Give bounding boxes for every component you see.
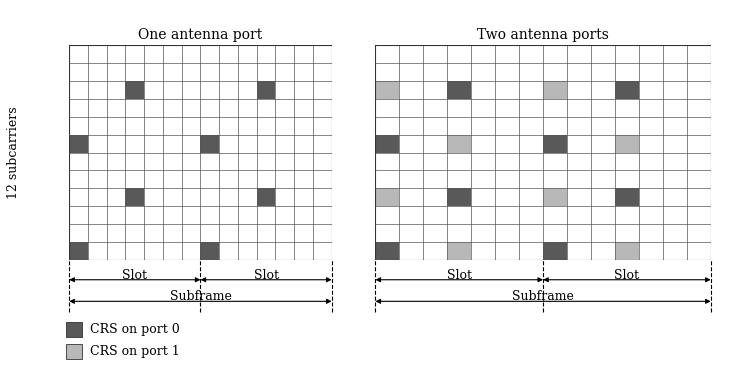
Bar bbox=[375, 189, 399, 206]
Bar bbox=[543, 81, 567, 99]
Bar bbox=[615, 135, 639, 153]
Bar bbox=[69, 135, 88, 153]
Bar bbox=[615, 189, 639, 206]
Bar bbox=[615, 81, 639, 99]
Bar bbox=[448, 243, 471, 260]
Bar bbox=[257, 81, 276, 99]
Text: 12 subcarriers: 12 subcarriers bbox=[7, 106, 20, 199]
Bar bbox=[448, 189, 471, 206]
Bar bbox=[69, 243, 88, 260]
Bar bbox=[375, 135, 399, 153]
Text: Slot: Slot bbox=[122, 269, 147, 282]
Text: Subframe: Subframe bbox=[170, 291, 231, 303]
Bar bbox=[543, 135, 567, 153]
Text: CRS on port 0: CRS on port 0 bbox=[90, 323, 180, 336]
Bar bbox=[543, 189, 567, 206]
Bar bbox=[200, 243, 219, 260]
Bar bbox=[375, 243, 399, 260]
Text: Subframe: Subframe bbox=[512, 291, 574, 303]
Bar bbox=[257, 189, 276, 206]
Text: Slot: Slot bbox=[615, 269, 639, 282]
Title: Two antenna ports: Two antenna ports bbox=[477, 28, 609, 42]
Text: Slot: Slot bbox=[447, 269, 472, 282]
Bar bbox=[125, 189, 144, 206]
Bar bbox=[615, 243, 639, 260]
Bar bbox=[543, 243, 567, 260]
Bar bbox=[448, 81, 471, 99]
Text: Slot: Slot bbox=[254, 269, 278, 282]
Bar bbox=[375, 81, 399, 99]
Text: CRS on port 1: CRS on port 1 bbox=[90, 345, 180, 358]
Bar bbox=[125, 81, 144, 99]
Bar bbox=[200, 135, 219, 153]
Title: One antenna port: One antenna port bbox=[139, 28, 262, 42]
Bar bbox=[448, 135, 471, 153]
